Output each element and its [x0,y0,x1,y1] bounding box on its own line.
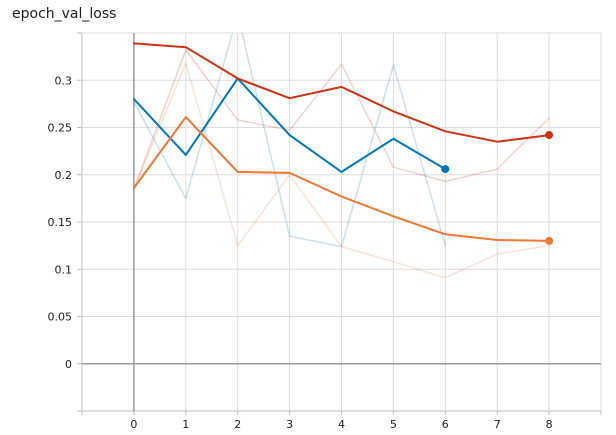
axes [77,32,602,415]
y-tick-label: 0.15 [48,216,73,229]
x-tick-label: 8 [546,418,553,431]
x-tick-label: 5 [390,418,397,431]
series-line-raw-1 [133,49,550,190]
x-tick-label: 1 [182,418,189,431]
y-tick-label: 0.3 [55,74,73,87]
x-tick-label: 3 [286,418,293,431]
series-line-smoothed-5 [132,116,551,242]
x-tick-label: 7 [494,418,501,431]
y-tick-label: 0.2 [55,169,73,182]
x-tick-label: 6 [442,418,449,431]
x-tick-label: 0 [130,418,137,431]
y-tick-label: 0.05 [48,311,73,324]
series-lines [132,33,551,279]
y-tick-label: 0.25 [48,122,73,135]
y-tick-label: 0 [65,358,72,371]
series-line-smoothed-4 [132,42,551,143]
chart-title: epoch_val_loss [12,6,117,22]
grid [81,32,602,412]
y-tick-label: 0.1 [55,263,73,276]
series-endpoint-marker-4 [545,131,554,140]
series-endpoint-marker-3 [441,165,450,174]
x-tick-label: 4 [338,418,345,431]
series-line-raw-0 [133,33,447,248]
series-endpoint-marker-5 [545,236,554,245]
series-line-smoothed-3 [132,77,447,173]
tick-labels: 0 1 2 3 4 5 6 7 8 0 0.05 0.1 0.15 0.2 0.25 0.3 [48,74,553,431]
x-tick-label: 2 [234,418,241,431]
series-line-raw-2 [133,62,550,279]
series-endpoints [441,131,554,245]
